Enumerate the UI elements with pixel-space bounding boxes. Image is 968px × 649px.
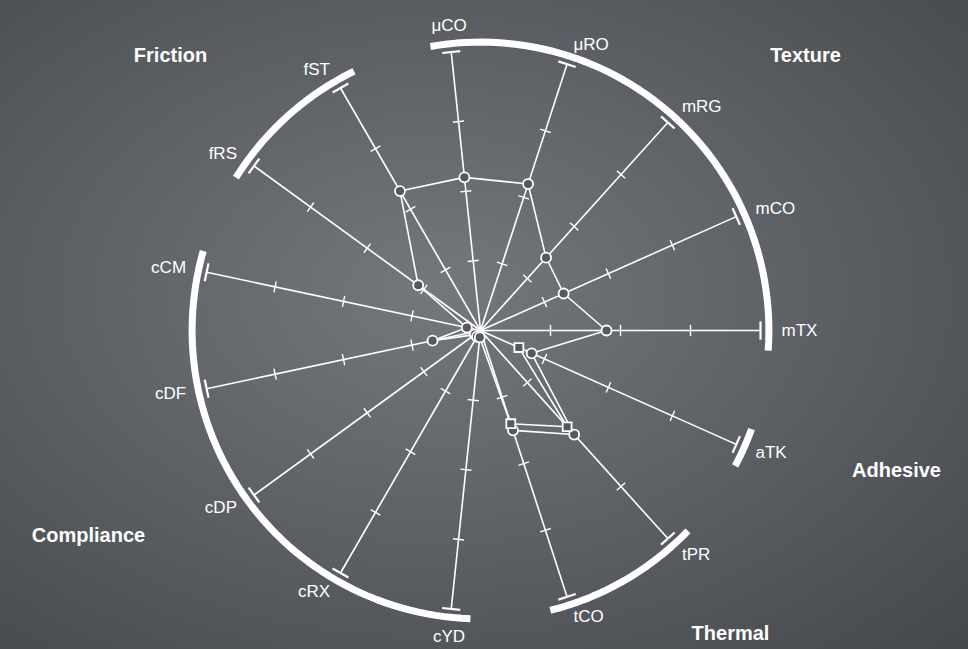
- svg-text:mRG: mRG: [682, 97, 722, 116]
- svg-text:cRX: cRX: [298, 582, 330, 601]
- svg-text:Compliance: Compliance: [32, 524, 145, 546]
- svg-text:Friction: Friction: [134, 44, 207, 66]
- svg-text:aTK: aTK: [755, 443, 787, 462]
- svg-text:μRO: μRO: [574, 35, 609, 54]
- svg-text:cDP: cDP: [205, 498, 237, 517]
- svg-text:mTX: mTX: [782, 321, 818, 340]
- svg-text:cCM: cCM: [151, 258, 186, 277]
- svg-text:tPR: tPR: [682, 545, 710, 564]
- svg-text:cYD: cYD: [433, 627, 465, 646]
- svg-text:fST: fST: [304, 60, 330, 79]
- svg-text:Texture: Texture: [770, 44, 841, 66]
- svg-text:Thermal: Thermal: [692, 622, 770, 644]
- svg-text:tCO: tCO: [574, 607, 604, 626]
- svg-text:μCO: μCO: [431, 16, 466, 35]
- svg-text:cDF: cDF: [155, 384, 186, 403]
- svg-text:Adhesive: Adhesive: [852, 459, 941, 481]
- svg-text:mCO: mCO: [755, 199, 795, 218]
- svg-text:fRS: fRS: [209, 144, 237, 163]
